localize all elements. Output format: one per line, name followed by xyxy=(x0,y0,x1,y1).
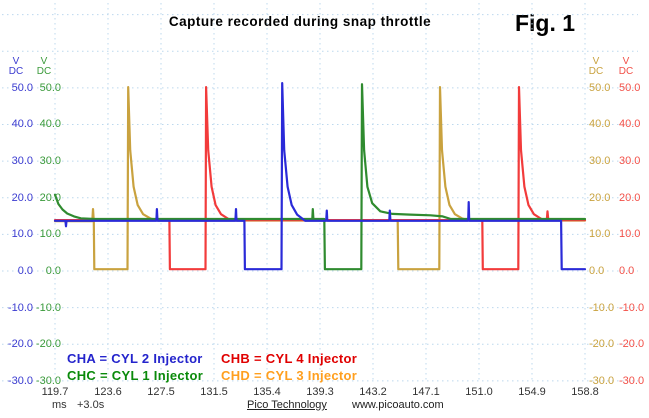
axis-3-tick-label: 20.0 xyxy=(619,192,641,204)
axis-0-tick-label: -20.0 xyxy=(7,338,33,350)
axis-3-unit-header: V DC xyxy=(618,56,634,77)
figure-number-label: Fig. 1 xyxy=(514,10,576,36)
time-offset-label: +3.0s xyxy=(77,399,105,411)
axis-2-tick-label: 40.0 xyxy=(589,118,611,130)
axis-3-tick-label: 0.0 xyxy=(619,265,635,277)
time-unit-label: ms xyxy=(52,399,67,411)
axis-1-tick-label: 10.0 xyxy=(39,228,61,240)
axis-2-tick-label: -10.0 xyxy=(589,302,615,314)
legend-item-chb: CHB = CYL 4 Injector xyxy=(221,351,358,366)
time-tick-label: 143.2 xyxy=(359,386,387,398)
axis-3-tick-label: 10.0 xyxy=(619,228,641,240)
axis-3-tick-label: 50.0 xyxy=(619,82,641,94)
axis-3-tick-label: 30.0 xyxy=(619,155,641,167)
axis-1-tick-label: 30.0 xyxy=(39,155,61,167)
axis-2-unit-header: V DC xyxy=(588,56,604,77)
time-tick-label: 127.5 xyxy=(147,386,175,398)
trace-cha xyxy=(53,81,587,271)
time-tick-label: 119.7 xyxy=(41,386,69,398)
time-tick-label: 135.4 xyxy=(253,386,281,398)
axis-3-tick-label: -20.0 xyxy=(619,338,645,350)
legend-item-chd: CHD = CYL 3 Injector xyxy=(221,368,358,383)
axis-3-tick-label: -10.0 xyxy=(619,302,645,314)
axis-0-tick-label: 50.0 xyxy=(11,82,33,94)
time-tick-label: 151.0 xyxy=(465,386,493,398)
axis-1-tick-label: -10.0 xyxy=(35,302,61,314)
axis-1-tick-label: -20.0 xyxy=(35,338,61,350)
axis-1-tick-label: 40.0 xyxy=(39,118,61,130)
time-tick-label: 123.6 xyxy=(94,386,122,398)
axis-2-tick-label: -20.0 xyxy=(589,338,615,350)
legend-item-chc: CHC = CYL 1 Injector xyxy=(67,368,204,383)
axis-1-tick-label: 20.0 xyxy=(39,192,61,204)
axis-3-tick-label: 40.0 xyxy=(619,118,641,130)
time-tick-label: 147.1 xyxy=(412,386,440,398)
axis-0-unit-header: V DC xyxy=(8,56,24,77)
legend-item-cha: CHA = CYL 2 Injector xyxy=(67,351,203,366)
time-tick-label: 158.8 xyxy=(571,386,599,398)
axis-0-tick-label: -30.0 xyxy=(7,375,33,387)
axis-2-tick-label: 0.0 xyxy=(589,265,605,277)
axis-2-tick-label: 10.0 xyxy=(589,228,611,240)
axis-0-tick-label: 40.0 xyxy=(11,118,33,130)
axis-0-tick-label: 10.0 xyxy=(11,228,33,240)
axis-0-tick-label: 20.0 xyxy=(11,192,33,204)
axis-3-tick-label: -30.0 xyxy=(619,375,645,387)
axis-1-tick-label: 50.0 xyxy=(39,82,61,94)
axis-0-tick-label: 30.0 xyxy=(11,155,33,167)
axis-0-tick-label: -10.0 xyxy=(7,302,33,314)
pico-technology-link[interactable]: Pico Technology xyxy=(247,399,327,411)
axis-2-tick-label: -30.0 xyxy=(589,375,615,387)
picoauto-url-text: www.picoauto.com xyxy=(352,399,444,411)
axis-1-tick-label: -30.0 xyxy=(35,375,61,387)
axis-1-tick-label: 0.0 xyxy=(45,265,61,277)
axis-2-tick-label: 30.0 xyxy=(589,155,611,167)
time-tick-label: 139.3 xyxy=(306,386,334,398)
axis-2-tick-label: 20.0 xyxy=(589,192,611,204)
time-tick-label: 131.5 xyxy=(200,386,228,398)
time-tick-label: 154.9 xyxy=(518,386,546,398)
axis-1-unit-header: V DC xyxy=(36,56,52,77)
axis-2-tick-label: 50.0 xyxy=(589,82,611,94)
chart-title: Capture recorded during snap throttle xyxy=(168,14,432,29)
trace-chc xyxy=(53,83,587,271)
axis-0-tick-label: 0.0 xyxy=(17,265,33,277)
